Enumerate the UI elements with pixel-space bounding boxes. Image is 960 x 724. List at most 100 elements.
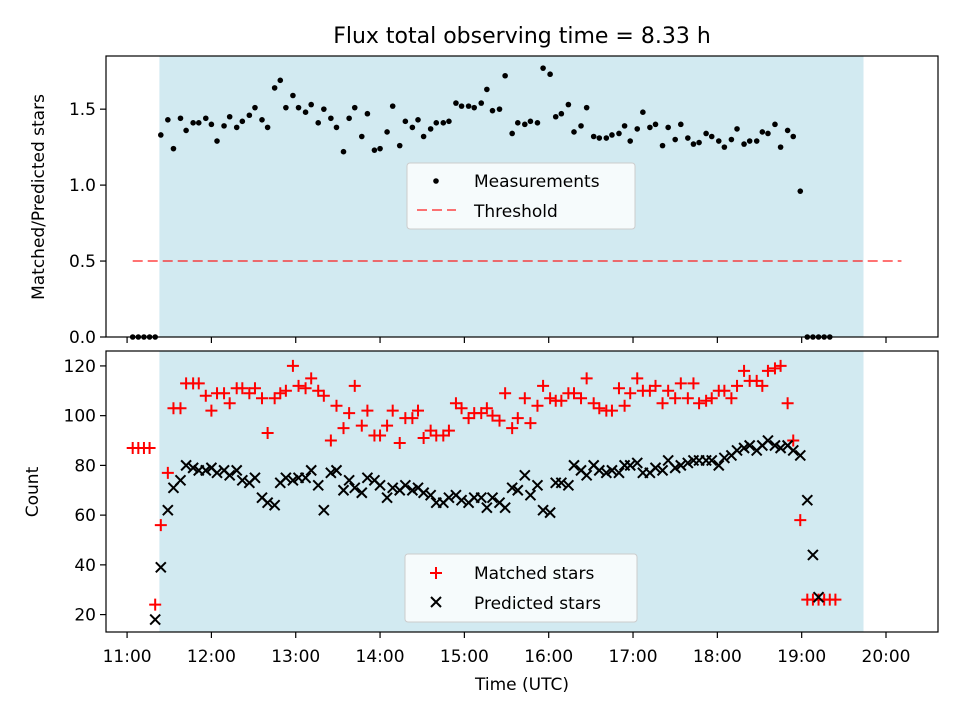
- matched-star-point: [787, 434, 800, 447]
- measurement-point: [478, 100, 485, 106]
- measurement-point: [509, 130, 515, 137]
- y-tick-label: 1.5: [69, 100, 96, 120]
- predicted-star-point: [801, 494, 814, 506]
- matched-star-point: [256, 392, 268, 405]
- predicted-star-point: [718, 452, 731, 464]
- matched-star-point: [174, 402, 187, 415]
- matched-star-point: [192, 377, 205, 390]
- predicted-star-point: [524, 489, 537, 501]
- count-x-ticks: 11:00 12:00 13:00 14:00 15:00 16:00 17:00 18:00…: [103, 632, 911, 667]
- predicted-star-point: [149, 613, 161, 626]
- predicted-star-point: [236, 474, 249, 487]
- predicted-star-point: [562, 479, 575, 491]
- measurement-point: [396, 142, 403, 149]
- predicted-star-point: [386, 482, 399, 494]
- x-tick-label: 14:00: [356, 647, 405, 667]
- measurement-point: [741, 141, 747, 147]
- legend-measurements-label: Measurements: [474, 172, 600, 192]
- matched-star-point: [442, 424, 455, 437]
- x-tick-label: 19:00: [777, 647, 826, 667]
- matched-star-point: [381, 419, 394, 432]
- matched-star-point: [149, 598, 162, 611]
- measurement-point: [333, 124, 340, 131]
- y-tick-label: 100: [64, 407, 96, 427]
- predicted-star-point: [486, 492, 499, 504]
- x-tick-label: 13:00: [271, 647, 320, 667]
- legend-predicted-label: Predicted stars: [474, 594, 601, 614]
- predicted-star-point: [613, 467, 625, 479]
- measurement-point: [233, 124, 240, 131]
- matched-star-point: [705, 392, 718, 405]
- predicted-star-point: [343, 474, 355, 487]
- predicted-star-point: [656, 464, 669, 477]
- measurement-point: [484, 86, 490, 93]
- predicted-star-point: [499, 501, 511, 514]
- predicted-star-point: [361, 472, 374, 484]
- measurement-point: [558, 110, 565, 117]
- predicted-star-point: [305, 464, 317, 477]
- measurement-point: [583, 104, 590, 111]
- matched-star-point: [374, 429, 387, 442]
- ratio-legend: Measurements Threshold: [406, 162, 636, 230]
- ratio-panel: 0.0 0.5 1.0 1.5 Matched/Predicted stars Mea…: [29, 55, 939, 348]
- count-panel: 20 40 60 80 100 120 11:00 12:00 13:00 14:00 15:00…: [23, 350, 939, 695]
- predicted-star-point: [512, 484, 524, 496]
- measurement-point: [471, 104, 478, 111]
- measurement-point: [603, 135, 610, 141]
- predicted-star-point: [600, 467, 613, 479]
- legend-measurement-marker: [433, 178, 439, 184]
- matched-star-point: [348, 379, 361, 392]
- y-tick-label: 0.5: [69, 252, 96, 272]
- matched-star-point: [493, 414, 506, 427]
- measurement-point: [522, 121, 528, 128]
- predicted-star-point: [593, 464, 606, 477]
- measurement-point: [784, 127, 791, 134]
- x-tick-label: 17:00: [609, 647, 658, 667]
- measurement-points: [129, 65, 833, 340]
- measurement-point: [665, 124, 671, 131]
- measurement-point: [364, 110, 371, 117]
- measurement-point: [685, 135, 691, 141]
- measurement-point: [377, 145, 383, 152]
- matched-stars-points: [126, 359, 842, 611]
- matched-star-point: [143, 441, 156, 454]
- matched-star-point: [361, 404, 374, 417]
- measurement-point: [328, 115, 334, 122]
- measurement-point: [246, 112, 253, 119]
- matched-star-point: [580, 372, 593, 385]
- measurement-point: [415, 116, 421, 123]
- x-axis-label: Time (UTC): [474, 675, 569, 695]
- matched-star-point: [631, 372, 644, 385]
- x-tick-label: 16:00: [524, 647, 573, 667]
- matched-star-point: [406, 412, 419, 425]
- measurement-point: [453, 100, 459, 106]
- measurement-point: [746, 138, 753, 144]
- measurement-point: [547, 71, 553, 78]
- predicted-star-point: [162, 504, 174, 516]
- predicted-star-point: [399, 479, 412, 491]
- matched-star-point: [537, 379, 550, 392]
- matched-star-point: [279, 384, 292, 397]
- measurement-point: [358, 133, 365, 140]
- measurement-point: [283, 104, 289, 111]
- measurement-point: [208, 121, 215, 128]
- matched-star-point: [725, 392, 738, 405]
- predicted-star-point: [555, 477, 568, 489]
- measurement-point: [578, 123, 584, 129]
- matched-star-point: [324, 434, 337, 447]
- measurement-point: [302, 109, 309, 115]
- measurement-point: [202, 115, 209, 122]
- matched-star-point: [829, 593, 842, 606]
- matched-star-point: [575, 392, 588, 405]
- predicted-star-point: [769, 439, 781, 452]
- predicted-star-point: [631, 457, 643, 469]
- measurement-point: [527, 118, 534, 125]
- predicted-star-point: [682, 457, 694, 469]
- measurement-point: [321, 106, 327, 112]
- ratio-y-axis-label: Matched/Predicted stars: [29, 94, 49, 300]
- predicted-star-point: [200, 464, 212, 477]
- measurement-point: [177, 115, 184, 122]
- predicted-star-point: [706, 454, 718, 467]
- measurement-point: [271, 85, 278, 91]
- x-tick-label: 20:00: [862, 647, 911, 667]
